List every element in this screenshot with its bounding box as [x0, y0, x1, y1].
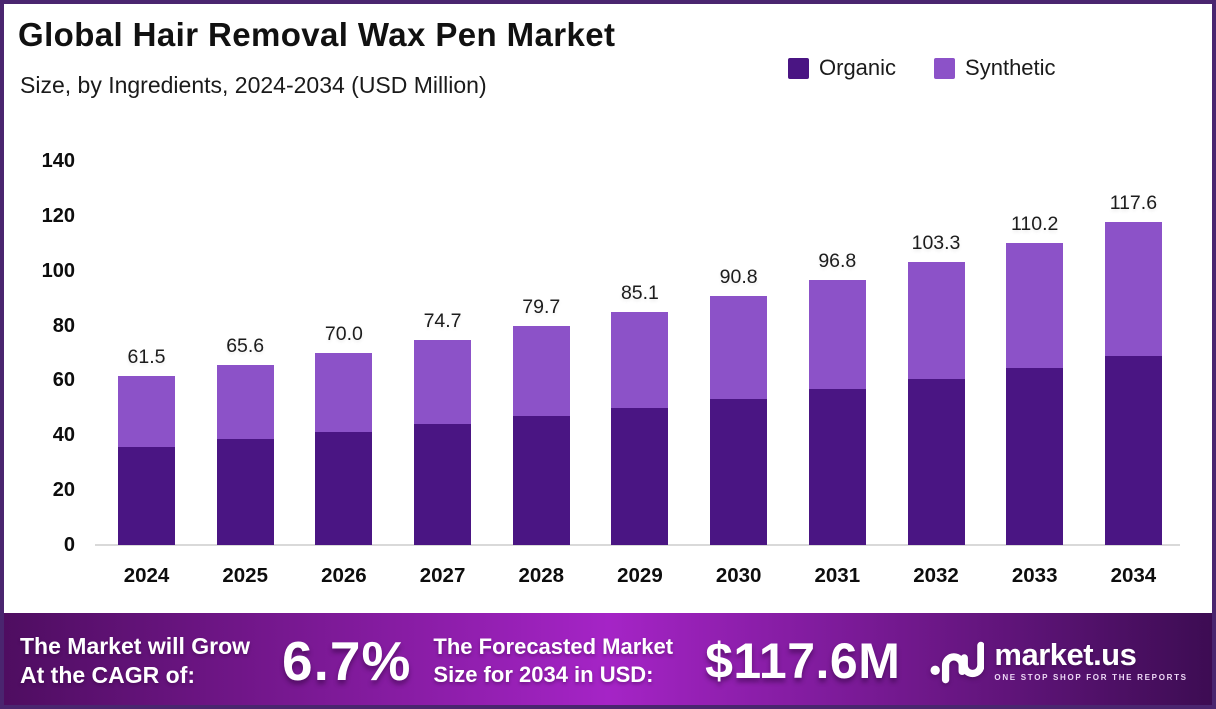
- marketus-logo-name: market.us: [994, 637, 1137, 672]
- bar-total-label: 85.1: [620, 281, 659, 304]
- bar-total-label: 79.7: [522, 296, 561, 319]
- plot-area: 61.5 65.6 70.0 74.7 79.7 85.1 90.8 96.8 103.3 110…: [118, 161, 1162, 545]
- bar-column-2034: 117.6: [1104, 192, 1162, 545]
- bar-segment-synthetic: [216, 365, 274, 440]
- y-tick-label: 140: [41, 150, 75, 172]
- marketus-logo-text: market.us ONE STOP SHOP FOR THE REPORTS: [994, 637, 1188, 682]
- bar-segment-synthetic: [808, 279, 866, 390]
- axis-baseline: [95, 544, 1180, 546]
- footer-banner: The Market will Grow At the CAGR of: 6.7…: [0, 613, 1216, 709]
- y-tick-label: 40: [52, 424, 75, 447]
- x-tick-label-2025: 2025: [222, 564, 268, 587]
- bar-total-label: 90.8: [719, 265, 758, 288]
- bar-total-label: 103.3: [911, 231, 961, 254]
- forecast-caption-line2: Size for 2034 in USD:: [433, 662, 654, 687]
- bar-total-label: 74.7: [423, 310, 462, 333]
- y-tick-label: 80: [52, 314, 75, 337]
- bar-segment-organic: [315, 431, 373, 545]
- page-title: Global Hair Removal Wax Pen Market: [18, 16, 616, 53]
- cagr-value: 6.7%: [282, 630, 412, 692]
- bar-segment-organic: [808, 389, 866, 545]
- y-tick-label: 20: [52, 479, 75, 502]
- x-tick-label-2030: 2030: [715, 564, 762, 587]
- bar-column-2026: 70.0: [315, 323, 373, 545]
- marketus-logo-tagline: ONE STOP SHOP FOR THE REPORTS: [994, 673, 1188, 682]
- bar-segment-synthetic: [118, 376, 175, 448]
- cagr-caption-line2: At the CAGR of:: [20, 662, 196, 688]
- bar-segment-organic: [907, 379, 965, 545]
- bar-total-label: 96.8: [818, 249, 857, 272]
- bar-column-2033: 110.2: [1006, 212, 1064, 545]
- bar-segment-organic: [1104, 356, 1162, 545]
- bar-column-2031: 96.8: [808, 249, 866, 545]
- legend-label: Synthetic: [965, 55, 1056, 80]
- x-axis-labels: 2024 2025 2026 2027 2028 2029 2030 2031 2032 2033…: [118, 564, 1162, 588]
- bar-segment-synthetic: [907, 261, 965, 380]
- bar-column-2029: 85.1: [611, 281, 669, 545]
- bar-segment-organic: [118, 447, 175, 545]
- bar-total-label: 65.6: [226, 335, 265, 358]
- legend-swatch-synthetic: [934, 57, 956, 79]
- x-tick-label-2034: 2034: [1110, 564, 1157, 587]
- y-tick-label: 120: [41, 204, 75, 227]
- bar-total-label: 117.6: [1109, 192, 1158, 215]
- bar-column-2030: 90.8: [710, 265, 768, 545]
- legend-label: Organic: [819, 55, 897, 80]
- bar-segment-organic: [512, 416, 570, 545]
- bar-total-label: 70.0: [324, 323, 363, 346]
- bar-column-2024: 61.5: [118, 346, 175, 545]
- forecast-caption: The Forecasted Market Size for 2034 in U…: [433, 633, 673, 689]
- x-tick-label-2031: 2031: [814, 564, 861, 587]
- x-tick-label-2024: 2024: [123, 564, 170, 587]
- cagr-caption: The Market will Grow At the CAGR of:: [20, 632, 250, 690]
- y-axis: 0 20 40 60 80 100 120 140: [13, 150, 75, 556]
- x-tick-label-2032: 2032: [913, 564, 959, 587]
- bar-segment-synthetic: [611, 311, 669, 409]
- bar-segment-synthetic: [414, 340, 472, 425]
- bar-segment-organic: [414, 424, 472, 545]
- x-tick-label-2027: 2027: [419, 564, 466, 587]
- legend-item-synthetic: Synthetic: [934, 55, 1056, 81]
- page-subtitle: Size, by Ingredients, 2024-2034 (USD Mil…: [20, 72, 487, 98]
- marketus-logo: market.us ONE STOP SHOP FOR THE REPORTS: [930, 637, 1187, 685]
- bar-segment-organic: [216, 439, 274, 545]
- x-tick-label-2026: 2026: [321, 564, 367, 587]
- bar-segment-synthetic: [512, 326, 570, 417]
- bar-column-2025: 65.6: [216, 335, 274, 545]
- bar-total-label: 110.2: [1011, 212, 1059, 235]
- bar-segment-synthetic: [1006, 242, 1064, 368]
- bar-segment-synthetic: [710, 295, 768, 400]
- x-tick-label-2028: 2028: [518, 564, 565, 587]
- bar-segment-organic: [1006, 367, 1064, 545]
- bar-column-2028: 79.7: [512, 296, 570, 545]
- bar-segment-organic: [710, 399, 768, 545]
- forecast-caption-line1: The Forecasted Market: [433, 634, 674, 659]
- forecast-value: $117.6M: [705, 633, 901, 689]
- bar-segment-synthetic: [315, 353, 373, 432]
- marketus-logo-mark-icon: [930, 641, 985, 684]
- cagr-caption-line1: The Market will Grow: [20, 633, 251, 659]
- y-tick-label: 60: [52, 369, 75, 392]
- bar-segment-organic: [611, 408, 669, 545]
- legend-swatch-organic: [788, 57, 809, 79]
- y-tick-label: 0: [63, 534, 75, 556]
- y-tick-label: 100: [41, 259, 75, 282]
- bar-column-2032: 103.3: [907, 231, 965, 545]
- legend: Organic Synthetic: [788, 55, 1056, 81]
- legend-item-organic: Organic: [788, 55, 896, 81]
- bar-segment-synthetic: [1104, 222, 1162, 357]
- x-tick-label-2029: 2029: [617, 564, 663, 587]
- bar-total-label: 61.5: [127, 346, 166, 369]
- bar-column-2027: 74.7: [414, 310, 472, 545]
- x-tick-label-2033: 2033: [1011, 564, 1058, 587]
